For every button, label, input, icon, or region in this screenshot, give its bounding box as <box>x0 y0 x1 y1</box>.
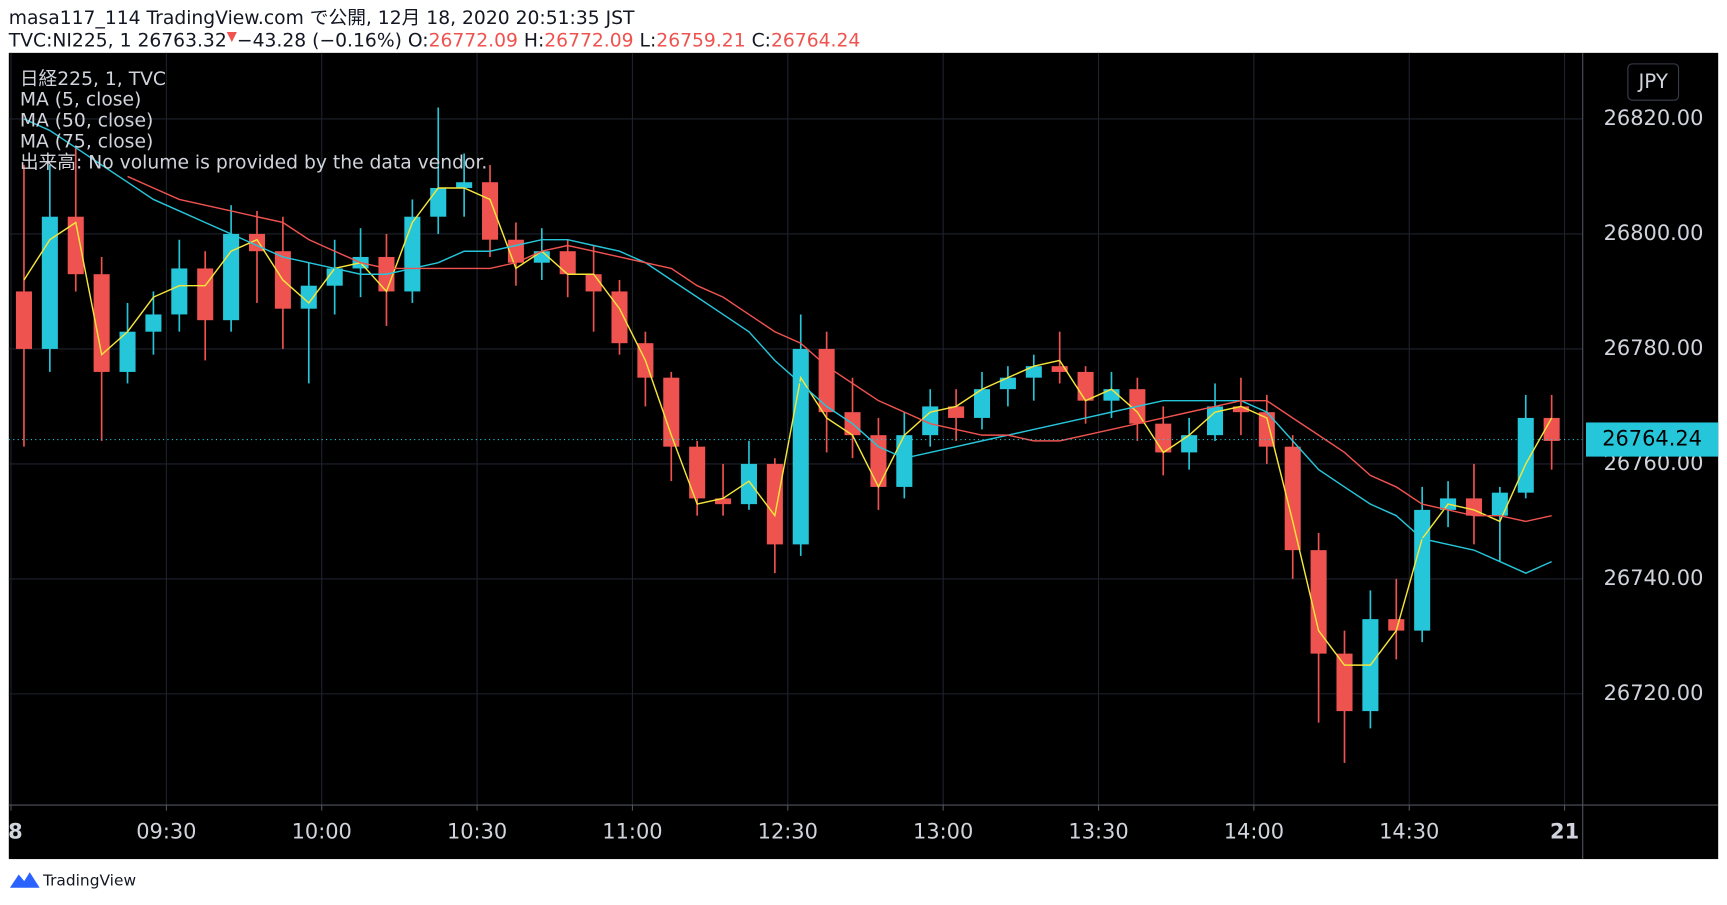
x-tick-label: 14:00 <box>1224 820 1284 844</box>
candle-body <box>41 216 58 349</box>
candle-body <box>1181 435 1198 453</box>
x-tick-label: 10:00 <box>292 820 352 844</box>
x-tick-label: 13:30 <box>1068 820 1128 844</box>
x-tick-label: 09:30 <box>136 820 196 844</box>
ma-line <box>127 175 1552 523</box>
candle-body <box>1258 412 1275 447</box>
candle-body <box>507 239 524 263</box>
l-value: 26759.21 <box>656 30 745 51</box>
c-value: 26764.24 <box>771 30 860 51</box>
legend-entry: MA (5, close) <box>20 90 142 111</box>
last-price-box <box>1586 422 1719 457</box>
y-tick-label: 26760.00 <box>1604 451 1704 475</box>
candle-body <box>1284 446 1301 551</box>
header-line1: masa117_114 TradingView.com で公開, 12月 18,… <box>9 8 635 29</box>
candle-body <box>973 389 991 418</box>
candle-body <box>948 406 965 418</box>
candle-body <box>456 182 473 188</box>
candle-body <box>67 216 84 275</box>
axes: 26720.00 26740.00 26760.00 26780.00 26800.00… <box>8 106 1719 844</box>
candle-body <box>663 377 680 447</box>
c-label: C: <box>752 30 771 51</box>
candle-body <box>300 285 317 309</box>
candle-body <box>197 268 214 321</box>
candle-body <box>119 331 136 372</box>
candle-body <box>171 268 188 315</box>
o-value: 26772.09 <box>429 30 518 51</box>
candle-body <box>1336 653 1353 712</box>
candle-body <box>559 251 576 275</box>
candle-body <box>1051 366 1068 372</box>
candle-body <box>896 435 913 487</box>
currency-button[interactable] <box>1627 63 1680 101</box>
plot <box>8 107 1583 763</box>
candle-body <box>533 251 550 263</box>
candle-body <box>145 314 162 332</box>
y-tick-label: 26780.00 <box>1604 336 1704 360</box>
candle-body <box>1207 406 1224 436</box>
header-line2: TVC:NI225, 1 26763.32▼−43.28 (−0.16%) O:… <box>8 29 860 51</box>
footer-brand: TradingView <box>42 872 136 890</box>
candle-body <box>1232 406 1249 413</box>
candle-body <box>870 435 887 487</box>
last: 26763.32 <box>137 30 226 51</box>
y-tick-label: 26800.00 <box>1604 221 1704 245</box>
candle-body <box>1310 550 1327 654</box>
candle-body <box>766 463 783 545</box>
l-label: L: <box>640 30 657 51</box>
candle-body <box>93 274 110 372</box>
candle-body <box>611 291 628 344</box>
symbol: TVC:NI225, 1 <box>8 30 132 51</box>
candle-body <box>818 348 835 413</box>
candle-body <box>430 187 447 217</box>
grid <box>8 52 1583 806</box>
candle-body <box>1025 366 1042 378</box>
y-tick-label: 26740.00 <box>1604 566 1704 590</box>
legend-title: 日経225, 1, TVC <box>20 69 166 90</box>
x-tick-label: 11:00 <box>602 820 662 844</box>
change: −43.28 (−0.16%) <box>237 30 402 51</box>
candle-body <box>223 233 240 321</box>
candle-body <box>404 216 421 292</box>
x-tick-label: 13:00 <box>913 820 973 844</box>
candle-body <box>999 377 1016 390</box>
ma-line <box>23 118 1552 574</box>
candle-body <box>740 463 757 505</box>
o-label: O: <box>408 30 429 51</box>
y-tick-label: 26820.00 <box>1604 106 1704 130</box>
last-price-label: 26764.24 <box>1602 427 1702 451</box>
legend-entry: MA (75, close) <box>20 132 153 153</box>
candle-body <box>1491 492 1508 516</box>
x-tick-label: 14:30 <box>1379 820 1439 844</box>
candle-body <box>1103 389 1120 401</box>
candle-body <box>1388 619 1405 631</box>
y-tick-label: 26720.00 <box>1604 681 1704 705</box>
volume-note: 出来高: No volume is provided by the data v… <box>20 153 488 174</box>
h-label: H: <box>524 30 544 51</box>
candle-body <box>482 182 499 240</box>
candle-body <box>1077 371 1094 401</box>
candle-body <box>15 291 32 349</box>
x-tick-label: 21 <box>1550 820 1579 844</box>
arrow: ▼ <box>227 29 238 44</box>
x-tick-label: 10:30 <box>447 820 507 844</box>
x-tick-label: 8 <box>8 820 23 844</box>
legend-entry: MA (50, close) <box>20 111 153 132</box>
candle-body <box>922 406 939 436</box>
candle-body <box>689 446 706 499</box>
footer-logo: TradingView <box>9 872 136 890</box>
candle-body <box>715 498 732 505</box>
ma-line <box>23 187 1553 666</box>
currency-label: JPY <box>1636 70 1668 93</box>
h-value: 26772.09 <box>544 30 633 51</box>
x-tick-label: 12:30 <box>758 820 818 844</box>
candle-body <box>1414 509 1431 631</box>
